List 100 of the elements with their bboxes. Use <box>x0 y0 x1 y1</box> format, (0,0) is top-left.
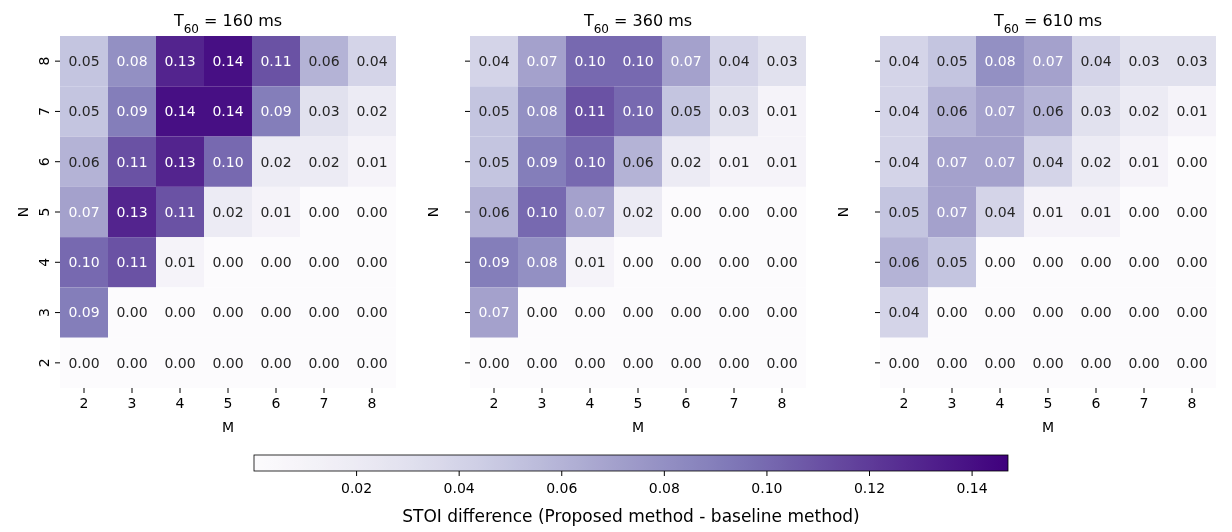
data-label: 0.00 <box>766 304 798 321</box>
data-label: 0.07 <box>478 304 510 321</box>
data-label: 0.00 <box>308 203 340 220</box>
data-label: 0.00 <box>356 203 388 220</box>
data-label: 0.00 <box>574 354 606 371</box>
data-label: 0.00 <box>1080 254 1112 271</box>
data-label: 0.03 <box>1128 53 1160 70</box>
data-label: 0.10 <box>212 153 244 170</box>
y-tick-label: 2 <box>36 358 52 368</box>
y-tick-label: 5 <box>36 207 52 217</box>
data-label: 0.11 <box>574 103 606 120</box>
color-bar-label: 0.14 <box>956 480 988 496</box>
data-label: 0.08 <box>526 103 558 120</box>
data-label: 0.02 <box>308 153 340 170</box>
data-label: 0.10 <box>526 203 558 220</box>
data-label: 0.00 <box>670 203 702 220</box>
data-label: 0.00 <box>936 304 968 321</box>
data-label: 0.07 <box>68 203 100 220</box>
data-label: 0.00 <box>212 304 244 321</box>
x-tick-label: 2 <box>489 395 499 411</box>
x-tick-label: 8 <box>367 395 377 411</box>
data-label: 0.07 <box>574 203 606 220</box>
data-label: 0.03 <box>308 103 340 120</box>
x-tick-label: 3 <box>127 395 137 411</box>
data-label: 0.00 <box>1080 304 1112 321</box>
data-label: 0.07 <box>984 103 1016 120</box>
data-label: 0.06 <box>888 254 920 271</box>
data-label: 0.00 <box>1128 254 1160 271</box>
x-tick-label: 6 <box>1091 395 1101 411</box>
color-bar-label: 0.08 <box>648 480 680 496</box>
data-label: 0.10 <box>622 53 654 70</box>
data-label: 0.11 <box>116 153 148 170</box>
data-label: 0.11 <box>260 53 292 70</box>
data-label: 0.02 <box>670 153 702 170</box>
x-tick-label: 3 <box>947 395 957 411</box>
data-label: 0.07 <box>984 153 1016 170</box>
data-label: 0.02 <box>622 203 654 220</box>
data-label: 0.05 <box>478 153 510 170</box>
y-tick-label: 8 <box>36 56 52 66</box>
data-label: 0.07 <box>936 153 968 170</box>
x-tick-label: 7 <box>729 395 739 411</box>
data-label: 0.01 <box>574 254 606 271</box>
data-label: 0.00 <box>670 304 702 321</box>
data-label: 0.11 <box>164 203 196 220</box>
y-axis-title: N <box>15 206 31 218</box>
x-tick-label: 4 <box>995 395 1005 411</box>
data-label: 0.06 <box>1032 103 1064 120</box>
data-label: 0.08 <box>116 53 148 70</box>
data-label: 0.03 <box>1080 103 1112 120</box>
data-label: 0.08 <box>984 53 1016 70</box>
data-label: 0.14 <box>164 103 196 120</box>
data-label: 0.00 <box>260 354 292 371</box>
data-label: 0.03 <box>1176 53 1208 70</box>
data-label: 0.00 <box>356 304 388 321</box>
data-label: 0.08 <box>526 254 558 271</box>
x-tick-label: 5 <box>633 395 643 411</box>
data-label: 0.00 <box>1080 354 1112 371</box>
data-label: 0.00 <box>622 304 654 321</box>
data-label: 0.13 <box>116 203 148 220</box>
chart-title: T$_{60}$ = 610 ms <box>992 11 1103 36</box>
data-label: 0.10 <box>68 254 100 271</box>
data-label: 0.00 <box>766 254 798 271</box>
data-label: 0.01 <box>1176 103 1208 120</box>
x-tick-label: 6 <box>271 395 281 411</box>
data-label: 0.00 <box>622 354 654 371</box>
data-label: 0.00 <box>116 354 148 371</box>
x-tick-label: 2 <box>79 395 89 411</box>
data-label: 0.03 <box>718 103 750 120</box>
data-label: 0.04 <box>888 53 920 70</box>
data-label: 0.00 <box>766 203 798 220</box>
data-label: 0.05 <box>670 103 702 120</box>
data-label: 0.01 <box>766 103 798 120</box>
data-label: 0.01 <box>718 153 750 170</box>
data-label: 0.09 <box>68 304 100 321</box>
data-label: 0.00 <box>670 354 702 371</box>
x-tick-label: 5 <box>1043 395 1053 411</box>
data-label: 0.05 <box>68 53 100 70</box>
data-label: 0.07 <box>670 53 702 70</box>
data-label: 0.00 <box>984 354 1016 371</box>
data-label: 0.06 <box>936 103 968 120</box>
color-bar-label: 0.04 <box>443 480 475 496</box>
data-label: 0.04 <box>718 53 750 70</box>
color-bar-label: 0.06 <box>546 480 578 496</box>
chart-title: T$_{60}$ = 160 ms <box>172 11 283 36</box>
data-label: 0.00 <box>718 304 750 321</box>
data-label: 0.10 <box>574 53 606 70</box>
x-tick-label: 5 <box>223 395 233 411</box>
x-tick-label: 3 <box>537 395 547 411</box>
data-label: 0.13 <box>164 153 196 170</box>
data-label: 0.10 <box>622 103 654 120</box>
color-bar-label: 0.10 <box>751 480 783 496</box>
y-tick-label: 4 <box>36 257 52 267</box>
x-tick-label: 7 <box>1139 395 1149 411</box>
data-label: 0.00 <box>1032 354 1064 371</box>
data-label: 0.00 <box>936 354 968 371</box>
data-label: 0.00 <box>164 304 196 321</box>
data-label: 0.00 <box>260 304 292 321</box>
y-tick-label: 6 <box>36 157 52 167</box>
data-label: 0.02 <box>212 203 244 220</box>
color-bar-title: STOI difference (Proposed method - baseline method) <box>402 506 860 526</box>
